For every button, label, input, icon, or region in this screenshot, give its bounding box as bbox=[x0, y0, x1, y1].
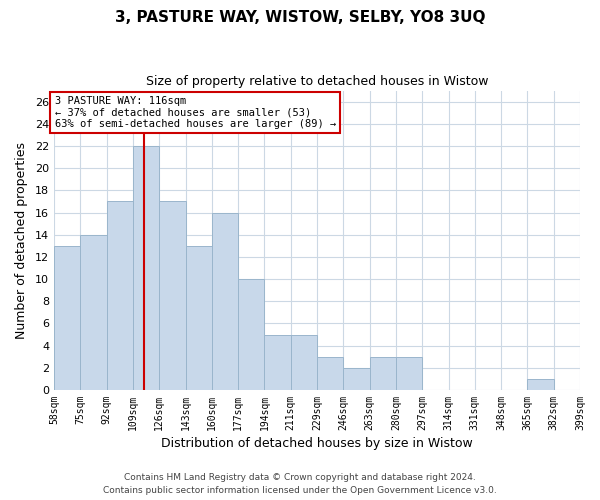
Y-axis label: Number of detached properties: Number of detached properties bbox=[15, 142, 28, 339]
Bar bbox=[133, 146, 159, 390]
Bar bbox=[107, 202, 133, 390]
Text: 3, PASTURE WAY, WISTOW, SELBY, YO8 3UQ: 3, PASTURE WAY, WISTOW, SELBY, YO8 3UQ bbox=[115, 10, 485, 25]
Bar bbox=[80, 234, 107, 390]
Text: 3 PASTURE WAY: 116sqm
← 37% of detached houses are smaller (53)
63% of semi-deta: 3 PASTURE WAY: 116sqm ← 37% of detached … bbox=[55, 96, 336, 130]
Bar bbox=[527, 379, 554, 390]
Text: Contains HM Land Registry data © Crown copyright and database right 2024.
Contai: Contains HM Land Registry data © Crown c… bbox=[103, 474, 497, 495]
Bar bbox=[265, 334, 291, 390]
Bar bbox=[54, 246, 80, 390]
Title: Size of property relative to detached houses in Wistow: Size of property relative to detached ho… bbox=[146, 75, 488, 88]
Bar bbox=[291, 334, 317, 390]
Bar bbox=[317, 356, 343, 390]
Bar bbox=[212, 212, 238, 390]
Bar bbox=[396, 356, 422, 390]
Bar bbox=[370, 356, 396, 390]
X-axis label: Distribution of detached houses by size in Wistow: Distribution of detached houses by size … bbox=[161, 437, 473, 450]
Bar bbox=[238, 279, 265, 390]
Bar bbox=[159, 202, 185, 390]
Bar bbox=[185, 246, 212, 390]
Bar bbox=[343, 368, 370, 390]
